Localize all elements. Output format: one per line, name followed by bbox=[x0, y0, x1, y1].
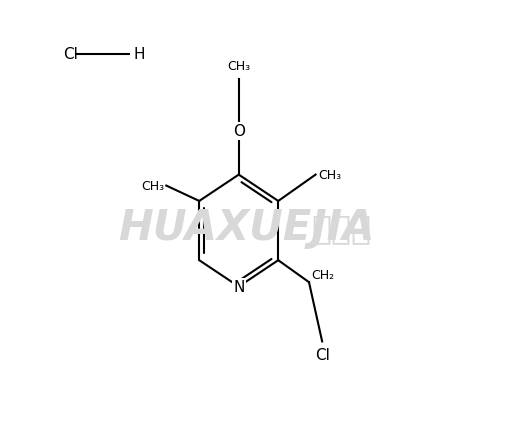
Text: Cl: Cl bbox=[63, 47, 78, 62]
Text: N: N bbox=[233, 279, 245, 294]
Text: CH₃: CH₃ bbox=[318, 169, 341, 182]
Text: HUAXUEJIA: HUAXUEJIA bbox=[118, 207, 374, 249]
Text: Cl: Cl bbox=[315, 347, 330, 362]
Text: 化学加: 化学加 bbox=[311, 211, 371, 244]
Text: H: H bbox=[133, 47, 145, 62]
Text: CH₂: CH₂ bbox=[311, 268, 334, 281]
Text: CH₃: CH₃ bbox=[141, 180, 164, 193]
Text: CH₃: CH₃ bbox=[227, 60, 250, 73]
Text: O: O bbox=[233, 124, 245, 139]
